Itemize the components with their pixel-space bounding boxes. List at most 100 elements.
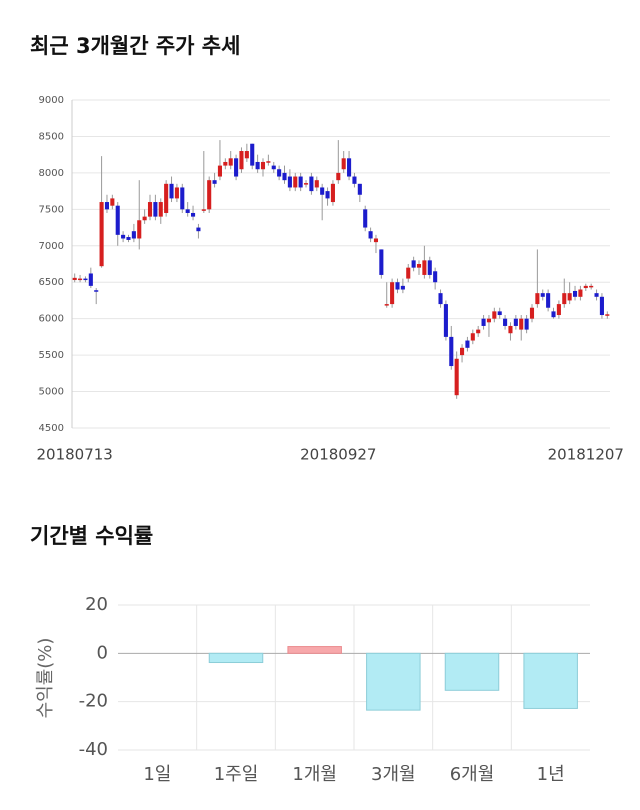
y-tick-label: 5500 <box>39 350 64 361</box>
candle-body <box>314 180 319 188</box>
candle-body <box>191 212 196 217</box>
candle-body <box>497 311 502 316</box>
candle-body <box>540 293 545 297</box>
candle-body <box>234 158 239 177</box>
candle-body <box>605 314 610 316</box>
candle-body <box>481 318 486 326</box>
candle-body <box>303 183 309 185</box>
candle-body <box>196 227 201 232</box>
candle-body <box>476 329 481 334</box>
candle-body <box>599 296 604 316</box>
candle-body <box>384 304 389 306</box>
candle-body <box>411 260 416 268</box>
x-tick-label: 1주일 <box>214 764 259 785</box>
candle-body <box>492 311 497 319</box>
candle-body <box>336 172 341 181</box>
candle-body <box>94 290 99 292</box>
candle-body <box>578 289 583 297</box>
candle-body <box>572 290 578 297</box>
price-title: 최근 3개월간 주가 추세 <box>30 34 240 58</box>
bar <box>523 652 578 709</box>
candle-body <box>486 318 491 323</box>
candle-body <box>594 293 599 297</box>
y-tick-label: 0 <box>97 642 108 663</box>
return-title: 기간별 수익률 <box>30 524 153 548</box>
candle-body <box>347 158 352 177</box>
candle-body <box>83 278 88 281</box>
y-tick-label: -40 <box>79 739 108 760</box>
candle-body <box>330 183 335 203</box>
candle-body <box>174 187 179 199</box>
x-tick-label: 20180713 <box>37 446 113 464</box>
candle-body <box>121 234 126 239</box>
candle-body <box>298 176 303 188</box>
candle-body <box>341 158 346 170</box>
bar <box>287 646 342 654</box>
candle-body <box>169 183 174 199</box>
candle-body <box>131 231 136 239</box>
candle-body <box>368 231 373 239</box>
candle-body <box>260 161 266 170</box>
candle-body <box>508 325 513 334</box>
candle-body <box>309 176 314 192</box>
candle-body <box>562 293 567 305</box>
x-tick-label: 1일 <box>143 764 171 785</box>
candle-body <box>449 336 454 367</box>
candle-body <box>551 311 556 318</box>
y-tick-label: 6500 <box>39 277 64 288</box>
candle-body <box>460 347 465 356</box>
candle-body <box>250 143 255 166</box>
candle-body <box>519 318 524 330</box>
candle-body <box>416 264 422 268</box>
y-tick-label: 5000 <box>39 387 64 398</box>
candle-body <box>99 202 104 267</box>
candle-body <box>271 165 276 170</box>
candle-body <box>255 161 260 170</box>
candle-body <box>589 285 594 288</box>
candle-body <box>223 161 228 166</box>
bar <box>208 652 264 664</box>
candle-body <box>137 220 142 239</box>
candle-body <box>320 187 325 195</box>
candle-body <box>583 285 588 289</box>
candle-body <box>454 358 459 396</box>
candle-body <box>535 293 540 305</box>
x-tick-label: 20181207 <box>548 446 624 464</box>
y-tick-label: 4500 <box>39 423 64 434</box>
candle-body <box>325 191 330 199</box>
candle-body <box>513 318 518 326</box>
candle-body <box>239 151 244 170</box>
x-tick-label: 6개월 <box>450 764 495 785</box>
candle-body <box>443 304 448 337</box>
candle-body <box>390 282 395 305</box>
x-tick-label: 1년 <box>537 764 565 785</box>
x-tick-label: 1개월 <box>292 764 337 785</box>
candle-body <box>293 176 298 188</box>
candle-body <box>546 293 551 308</box>
candle-body <box>228 158 233 166</box>
candle-body <box>277 169 282 177</box>
candle-body <box>207 180 212 210</box>
y-tick-label: 6000 <box>39 314 64 325</box>
candle-body <box>524 318 529 330</box>
candle-body <box>266 161 271 163</box>
y-tick-label: 7000 <box>39 241 64 252</box>
candle-body <box>379 249 384 275</box>
candle-body <box>529 307 535 319</box>
candle-body <box>158 202 163 217</box>
y-tick-label: 9000 <box>39 95 64 106</box>
candle-body <box>164 183 169 213</box>
y-tick-label: 8000 <box>39 168 64 179</box>
candle-body <box>180 187 185 210</box>
candle-body <box>433 271 438 283</box>
y-axis-label: 수익률(%) <box>35 638 56 719</box>
y-tick-label: 7500 <box>39 204 64 215</box>
candle-body <box>400 285 405 290</box>
candle-body <box>115 205 120 235</box>
candle-body <box>104 202 110 210</box>
y-tick-label: 8500 <box>39 131 64 142</box>
candle-body <box>422 260 427 275</box>
candle-body <box>503 318 508 326</box>
y-tick-label: -20 <box>79 691 108 712</box>
